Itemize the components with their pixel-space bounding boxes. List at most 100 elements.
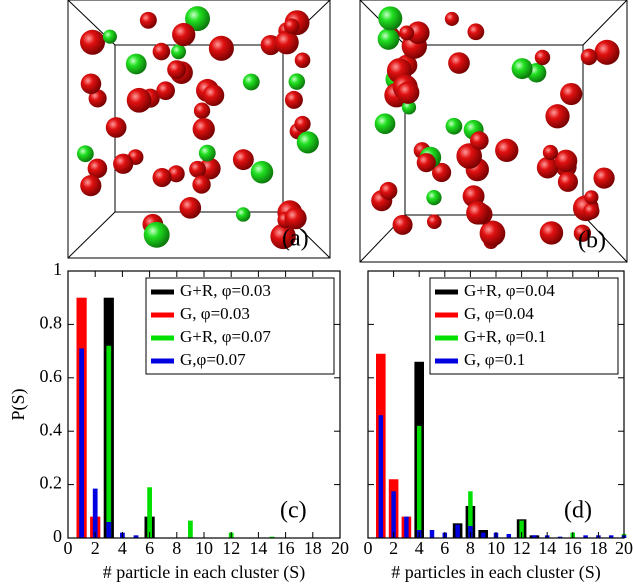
red-particle [284, 207, 307, 230]
bar [532, 535, 537, 538]
x-tick-label: 6 [440, 538, 449, 558]
red-particle [232, 149, 254, 171]
green-particle [102, 29, 117, 44]
red-particle [416, 153, 436, 173]
bar [92, 488, 98, 538]
legend-label: G+R, φ=0.03 [180, 281, 271, 300]
bar [519, 520, 524, 538]
red-particle [536, 156, 559, 179]
green-particle [296, 131, 319, 154]
legend-label: G+R, φ=0.07 [180, 327, 271, 346]
green-particle [143, 221, 170, 248]
red-particle [294, 52, 311, 69]
bar [480, 532, 486, 538]
red-particle [399, 25, 415, 41]
red-particle [448, 52, 470, 74]
green-particle [374, 113, 396, 135]
y-tick-label: 0.2 [40, 473, 63, 493]
red-particle [192, 117, 215, 141]
x-tick-label: 20 [331, 538, 349, 558]
bar [468, 491, 473, 538]
x-tick-label: 0 [64, 538, 73, 558]
red-particle [466, 201, 490, 225]
red-particle [172, 22, 196, 47]
x-tick-label: 20 [615, 538, 633, 558]
x-axis-label: # particle in each cluster (S) [103, 562, 305, 583]
red-particle [554, 149, 578, 173]
bar [79, 348, 84, 538]
legend-box [145, 277, 335, 375]
legend-label: G, φ=0.03 [180, 304, 250, 323]
red-particle [88, 89, 107, 108]
red-particle [156, 81, 175, 101]
bar [404, 516, 409, 538]
green-particle [377, 28, 400, 50]
y-tick-label: 0.6 [40, 366, 63, 386]
red-particle [542, 144, 559, 161]
y-tick-label: 0.4 [40, 419, 63, 439]
red-particle [573, 224, 592, 242]
green-particle [76, 145, 94, 163]
red-particle [594, 39, 620, 65]
panel-label: (d) [564, 498, 592, 524]
red-particle [426, 214, 442, 230]
bar [133, 535, 139, 538]
red-particle [189, 160, 206, 178]
red-particle [152, 42, 171, 61]
x-tick-label: 8 [466, 538, 475, 558]
red-particle [545, 104, 570, 129]
red-particle [167, 60, 187, 80]
panel-label: (b) [578, 228, 606, 254]
legend-label: G, φ=0.1 [464, 350, 525, 369]
x-tick-label: 18 [589, 538, 607, 558]
bar [429, 529, 435, 538]
x-tick-label: 4 [415, 538, 424, 558]
red-particle [431, 162, 452, 183]
y-tick-label: 0.8 [40, 313, 63, 333]
red-particle [593, 167, 615, 189]
bar [106, 521, 112, 538]
red-particle [179, 197, 202, 219]
red-particle [580, 48, 598, 66]
x-tick-label: 10 [487, 538, 505, 558]
green-particle [511, 58, 533, 80]
bar [416, 425, 422, 538]
green-particle [378, 6, 403, 31]
green-particle [198, 144, 216, 162]
bar [147, 487, 152, 538]
x-tick-label: 14 [538, 538, 556, 558]
y-axis-label: P(S) [8, 388, 29, 420]
red-particle [126, 87, 152, 113]
red-particle [583, 202, 600, 220]
green-particle [171, 44, 187, 60]
red-particle [392, 214, 413, 235]
x-tick-label: 2 [91, 538, 100, 558]
legend-label: G+R, φ=0.1 [464, 327, 546, 346]
x-tick-label: 0 [364, 538, 373, 558]
bar [188, 520, 193, 538]
red-particle [193, 102, 211, 119]
bar [468, 525, 473, 538]
red-particle [284, 90, 303, 109]
red-particle [87, 158, 108, 179]
x-tick-label: 12 [513, 538, 531, 558]
green-particle [426, 190, 442, 206]
red-particle [470, 131, 489, 150]
red-particle [495, 138, 519, 163]
red-particle [283, 18, 300, 34]
y-tick-label: 1 [53, 259, 62, 279]
x-tick-label: 16 [564, 538, 582, 558]
legend-label: G,φ=0.07 [180, 350, 246, 369]
green-particle [125, 53, 147, 75]
x-axis-label: # particles in each cluster (S) [391, 562, 600, 583]
red-particle [379, 181, 398, 200]
red-particle [152, 168, 172, 188]
legend-label: G, φ=0.04 [464, 304, 534, 323]
red-particle [534, 49, 551, 66]
panel-label: (c) [280, 498, 307, 524]
red-particle [105, 117, 127, 138]
green-particle [235, 207, 251, 222]
red-particle [406, 21, 430, 45]
green-particle [242, 73, 260, 91]
